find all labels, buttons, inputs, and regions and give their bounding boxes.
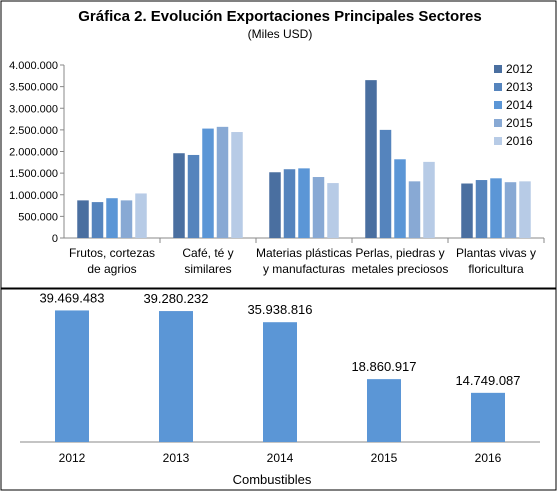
bottom-chart-frame (0, 288, 557, 491)
bar (519, 181, 531, 238)
y-tick-label: 0 (52, 233, 58, 245)
bar (263, 322, 297, 442)
category-label: Perlas, piedras y (355, 246, 444, 260)
legend-label: 2012 (506, 62, 533, 76)
legend-swatch (494, 101, 502, 109)
bar (202, 128, 214, 238)
x-tick-label: 2015 (371, 451, 398, 465)
top-bar-marks (77, 80, 531, 238)
category-label: y manufacturas (263, 262, 345, 276)
bar (283, 169, 296, 238)
bar (120, 200, 133, 238)
bar (327, 183, 339, 238)
chart-title: Gráfica 2. Evolución Exportaciones Princ… (78, 8, 482, 25)
legend-label: 2016 (506, 134, 533, 148)
legend-label: 2014 (506, 98, 533, 112)
x-tick-labels: Frutos, cortezas de agrios Café, té y simil… (69, 238, 545, 276)
bar (231, 132, 243, 238)
bar (367, 379, 401, 442)
bar (461, 183, 473, 238)
bar (173, 153, 185, 238)
data-label: 14.749.087 (455, 373, 520, 388)
bar (187, 154, 200, 238)
legend-swatch (494, 119, 502, 127)
top-chart-frame (0, 0, 557, 289)
category-label: Plantas vivas y (456, 246, 536, 260)
bar (408, 181, 421, 238)
bar (77, 200, 89, 238)
category-label: de agrios (87, 262, 136, 276)
bar (55, 310, 89, 442)
data-label: 35.938.816 (247, 302, 312, 317)
category-label: Frutos, cortezas (69, 246, 155, 260)
legend: 2012 2013 2014 2015 2016 (494, 62, 533, 148)
bar (423, 161, 435, 238)
bottom-bar-marks: 39.469.483 2012 39.280.232 2013 35.938.816 20… (39, 290, 520, 465)
y-tick-label: 1.500.000 (9, 168, 58, 180)
category-label: Materias plásticas (256, 246, 352, 260)
category-label: similares (184, 262, 231, 276)
y-tick-labels: 0 500.000 1.000.000 1.500.000 2.000.000 2.500… (9, 60, 64, 245)
bar (490, 178, 502, 238)
bar (106, 198, 118, 238)
bar (269, 172, 281, 238)
x-tick-label: 2014 (267, 451, 294, 465)
bar (394, 159, 406, 238)
data-label: 39.469.483 (39, 290, 104, 305)
bar (475, 180, 488, 238)
bar (91, 202, 104, 238)
chart-subtitle: (Miles USD) (248, 27, 313, 41)
x-tick-label: 2013 (163, 451, 190, 465)
bar (471, 392, 505, 442)
bottom-x-axis-label: Combustibles (233, 472, 312, 487)
bar (504, 182, 517, 238)
data-label: 39.280.232 (143, 291, 208, 306)
y-tick-label: 2.000.000 (9, 147, 58, 159)
legend-swatch (494, 83, 502, 91)
y-tick-label: 500.000 (18, 211, 58, 223)
x-tick-label: 2016 (475, 451, 502, 465)
legend-swatch (494, 65, 502, 73)
legend-label: 2015 (506, 116, 533, 130)
y-tick-label: 1.000.000 (9, 190, 58, 202)
bar (379, 129, 392, 238)
x-tick-label: 2012 (59, 451, 86, 465)
category-label: Café, té y (182, 246, 233, 260)
legend-swatch (494, 137, 502, 145)
y-tick-label: 4.000.000 (9, 60, 58, 72)
y-tick-label: 2.500.000 (9, 125, 58, 137)
bar (216, 126, 229, 238)
bar (159, 311, 193, 442)
data-label: 18.860.917 (351, 359, 416, 374)
category-label: floricultura (468, 262, 524, 276)
bar (365, 80, 377, 238)
y-tick-label: 3.500.000 (9, 82, 58, 94)
legend-label: 2013 (506, 80, 533, 94)
category-label: metales preciosos (352, 262, 449, 276)
bar (135, 193, 147, 238)
y-tick-label: 3.000.000 (9, 103, 58, 115)
bar (312, 177, 325, 238)
bar (298, 168, 310, 238)
